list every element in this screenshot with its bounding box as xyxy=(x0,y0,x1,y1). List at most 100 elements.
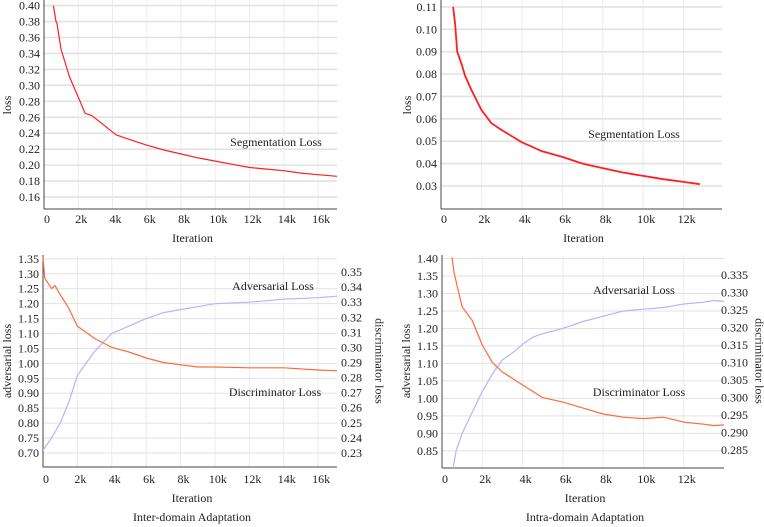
x-tick-label: 12k xyxy=(678,212,696,226)
y-tick-label: 1.30 xyxy=(417,286,438,300)
series-annotation: Adversarial Loss xyxy=(593,283,675,297)
series-line-discriminator-loss xyxy=(451,257,725,427)
series-line-adversarial-loss xyxy=(42,295,338,451)
chart-2: 0 2k 4k 6k 8k 10k 12k 0.03 0.04 0.05 0.06 0.07 0.08 0… xyxy=(400,0,722,245)
x-tick-label: 0 xyxy=(442,472,448,486)
x-tick-label: 12k xyxy=(243,472,261,486)
x-tick-label: 8k xyxy=(178,472,190,486)
y-tick-label: 1.25 xyxy=(18,282,39,296)
x-tick-label: 2k xyxy=(74,472,86,486)
y-right-tick-label: 0.30 xyxy=(341,340,362,354)
y-tick-label: 0.28 xyxy=(19,94,40,108)
y-axis-label: loss xyxy=(0,95,14,114)
y-tick-label: 0.22 xyxy=(19,142,40,156)
y-right-tick-label: 0.335 xyxy=(721,268,748,282)
x-tick-label: 6k xyxy=(559,212,571,226)
series-annotation: Segmentation Loss xyxy=(230,135,322,149)
y-right-tick-label: 0.34 xyxy=(341,280,362,294)
y-tick-label: 1.25 xyxy=(417,304,438,318)
y-right-tick-label: 0.33 xyxy=(341,295,362,309)
x-axis-label: Iteration xyxy=(565,491,606,505)
y-right-tick-label: 0.31 xyxy=(341,325,362,339)
y-tick-label: 0.70 xyxy=(18,446,39,460)
x-tick-label: 0 xyxy=(43,472,49,486)
y-tick-label: 1.10 xyxy=(18,327,39,341)
y-tick-label: 0.03 xyxy=(416,179,437,193)
y-right-tick-label: 0.28 xyxy=(341,371,362,385)
y-right-tick-label: 0.330 xyxy=(721,285,748,299)
y-tick-label: 0.07 xyxy=(416,89,437,103)
y-axis-label: adversarial loss xyxy=(399,324,413,399)
y-right-tick-label: 0.25 xyxy=(341,416,362,430)
x-axis-label: Iteration xyxy=(172,231,213,245)
y-tick-label: 0.30 xyxy=(19,78,40,92)
x-tick-label: 0 xyxy=(44,212,50,226)
y-tick-label: 0.11 xyxy=(416,0,437,14)
y-axis-label: adversarial loss xyxy=(0,324,14,399)
y-right-tick-label: 0.285 xyxy=(721,443,748,457)
y-tick-label: 1.10 xyxy=(417,356,438,370)
series-line-discriminator-loss xyxy=(42,256,338,372)
y-tick-label: 0.85 xyxy=(18,401,39,415)
y-tick-label: 1.40 xyxy=(417,251,438,265)
y-tick-label: 0.95 xyxy=(417,409,438,423)
x-axis-label: Iteration xyxy=(563,231,604,245)
chart-title: Intra-domain Adaptation xyxy=(526,510,644,524)
y-tick-label: 1.35 xyxy=(417,269,438,283)
x-tick-label: 6k xyxy=(560,472,572,486)
x-tick-label: 8k xyxy=(600,472,612,486)
y-right-tick-label: 0.290 xyxy=(721,426,748,440)
chart-3: 0 2k 4k 6k 8k 10k 12k 14k 16k0.700.750.800.850.9… xyxy=(0,252,386,524)
y-right-axis-label: discriminator loss xyxy=(752,318,764,404)
x-tick-label: 14k xyxy=(278,212,296,226)
series-line-adversarial-loss xyxy=(452,299,725,469)
series-annotation: Adversarial Loss xyxy=(232,279,314,293)
y-right-tick-label: 0.305 xyxy=(721,373,748,387)
series-line-segmentation-loss xyxy=(452,6,700,186)
y-tick-label: 1.15 xyxy=(18,312,39,326)
x-tick-label: 10k xyxy=(209,472,227,486)
y-right-tick-label: 0.27 xyxy=(341,386,362,400)
x-tick-label: 8k xyxy=(178,212,190,226)
y-tick-label: 0.80 xyxy=(18,416,39,430)
y-tick-label: 0.10 xyxy=(416,22,437,36)
x-tick-label: 2k xyxy=(479,472,491,486)
chart-title: Inter-domain Adaptation xyxy=(133,510,251,524)
y-tick-label: 0.04 xyxy=(416,157,437,171)
y-tick-label: 0.95 xyxy=(18,371,39,385)
y-right-tick-label: 0.315 xyxy=(721,338,748,352)
x-tick-label: 4k xyxy=(520,472,532,486)
x-axis-label: Iteration xyxy=(172,491,213,505)
y-right-tick-label: 0.295 xyxy=(721,408,748,422)
x-tick-label: 4k xyxy=(109,472,121,486)
x-tick-label: 10k xyxy=(209,212,227,226)
chart-1: 0 2k 4k 6k 8k 10k 12k 14k 16k 0.16 0.18 0.20 0.22 0.2… xyxy=(0,0,338,245)
y-right-tick-label: 0.26 xyxy=(341,401,362,415)
y-right-tick-label: 0.300 xyxy=(721,391,748,405)
y-tick-label: 0.38 xyxy=(19,15,40,29)
y-tick-label: 1.15 xyxy=(417,339,438,353)
x-tick-label: 16k xyxy=(312,212,330,226)
x-tick-label: 4k xyxy=(110,212,122,226)
y-tick-label: 1.00 xyxy=(18,356,39,370)
series-annotation: Discriminator Loss xyxy=(593,385,686,399)
x-tick-label: 14k xyxy=(278,472,296,486)
x-tick-label: 2k xyxy=(75,212,87,226)
x-tick-label: 0 xyxy=(441,212,447,226)
y-right-tick-label: 0.325 xyxy=(721,303,748,317)
y-tick-label: 0.34 xyxy=(19,46,40,60)
x-tick-label: 6k xyxy=(143,472,155,486)
x-tick-label: 10k xyxy=(637,212,655,226)
x-tick-label: 16k xyxy=(312,472,330,486)
y-right-tick-label: 0.35 xyxy=(341,265,362,279)
series-annotation: Segmentation Loss xyxy=(588,127,680,141)
y-tick-label: 0.08 xyxy=(416,67,437,81)
y-tick-label: 0.90 xyxy=(417,426,438,440)
y-tick-label: 0.09 xyxy=(416,45,437,59)
y-tick-label: 0.06 xyxy=(416,112,437,126)
x-tick-label: 4k xyxy=(519,212,531,226)
y-tick-label: 1.00 xyxy=(417,391,438,405)
x-tick-label: 12k xyxy=(678,472,696,486)
